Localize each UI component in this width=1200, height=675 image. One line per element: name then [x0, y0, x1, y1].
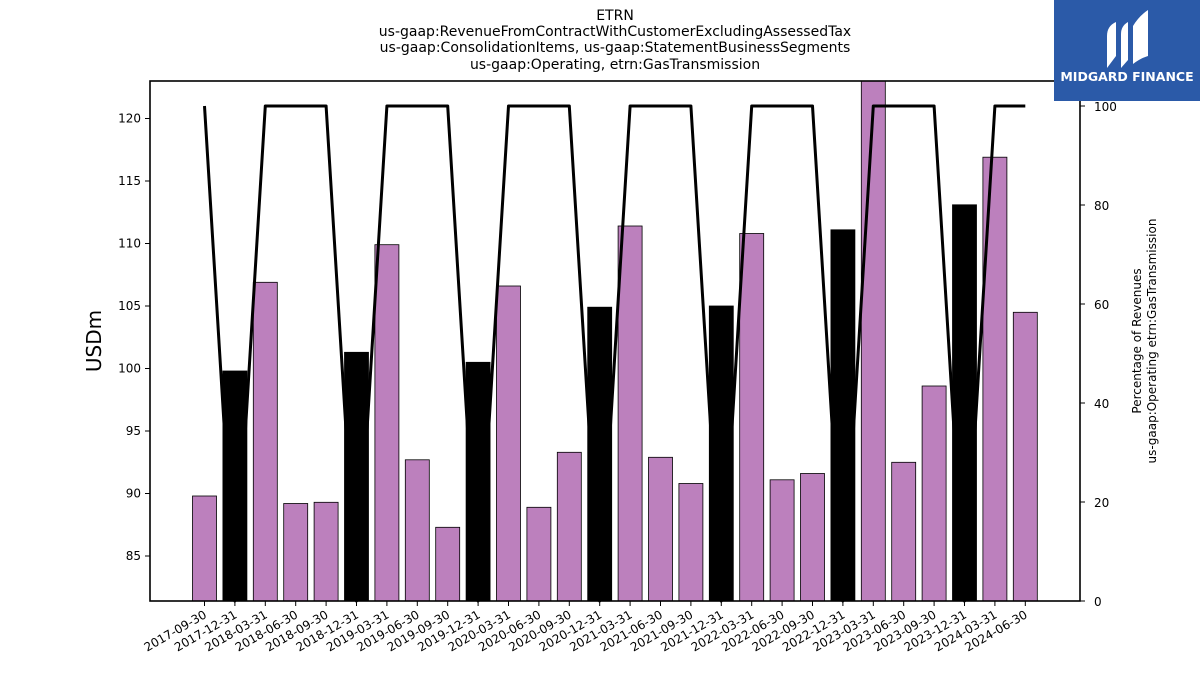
x-axis: 2017-09-302017-12-312018-03-312018-06-30…	[142, 601, 1030, 654]
bar	[891, 461, 917, 602]
y2-axis-label: us-gaap:Operating etrn:GasTransmission	[1145, 219, 1159, 464]
bar	[435, 526, 461, 602]
y-tick-label: 120	[118, 112, 141, 126]
plot-frame	[149, 80, 1081, 602]
bar	[830, 229, 856, 602]
y2-tick-label: 80	[1094, 199, 1109, 213]
bar	[921, 385, 947, 602]
y-tick-label: 110	[118, 237, 141, 251]
bar-series	[192, 80, 1038, 602]
brand-logo: MIDGARD FINANCE	[1054, 0, 1200, 101]
bar	[283, 503, 309, 602]
bar	[1012, 311, 1038, 602]
y-tick-label: 85	[126, 549, 141, 563]
logo-text: MIDGARD FINANCE	[1060, 69, 1193, 84]
bar	[800, 473, 825, 602]
y-axis-left: 85 90 95 100 105 110 115 120	[118, 112, 150, 563]
y2-tick-label: 40	[1094, 397, 1109, 411]
bar	[374, 244, 400, 602]
y2-tick-label: 20	[1094, 496, 1109, 510]
series-line	[203, 104, 1026, 603]
bar	[769, 479, 795, 602]
chart-title-line: ETRN	[596, 8, 634, 24]
logo-mark-icon	[1107, 10, 1148, 68]
y-axis-right: 0 20 40 60 80 100	[1080, 100, 1117, 609]
y-tick-label: 105	[118, 299, 141, 313]
bar	[648, 456, 673, 602]
bar	[617, 225, 643, 602]
bar	[404, 459, 430, 602]
bar	[496, 285, 521, 602]
bar	[192, 495, 217, 602]
chart-title-line: us-gaap:ConsolidationItems, us-gaap:Stat…	[380, 40, 851, 56]
y-axis-label: USDm	[82, 310, 106, 372]
y-tick-label: 115	[118, 174, 141, 188]
line-series	[203, 104, 1026, 603]
bar	[739, 233, 765, 602]
chart-title: ETRN us-gaap:RevenueFromContractWithCust…	[379, 8, 851, 73]
bar	[678, 483, 704, 602]
y-tick-label: 100	[118, 362, 141, 376]
y-tick-label: 90	[126, 487, 141, 501]
bar	[252, 281, 278, 602]
y2-tick-label: 100	[1094, 100, 1117, 114]
bar	[952, 204, 977, 602]
y2-tick-label: 0	[1094, 595, 1102, 609]
bar	[526, 506, 552, 602]
y2-tick-label: 60	[1094, 298, 1109, 312]
bar	[860, 80, 886, 602]
bar	[313, 501, 339, 602]
chart-title-line: us-gaap:Operating, etrn:GasTransmission	[470, 57, 760, 73]
bar	[556, 451, 582, 602]
chart-title-line: us-gaap:RevenueFromContractWithCustomerE…	[379, 24, 851, 40]
y2-axis-label: Percentage of Revenues	[1130, 268, 1144, 413]
y-tick-label: 95	[126, 424, 141, 438]
